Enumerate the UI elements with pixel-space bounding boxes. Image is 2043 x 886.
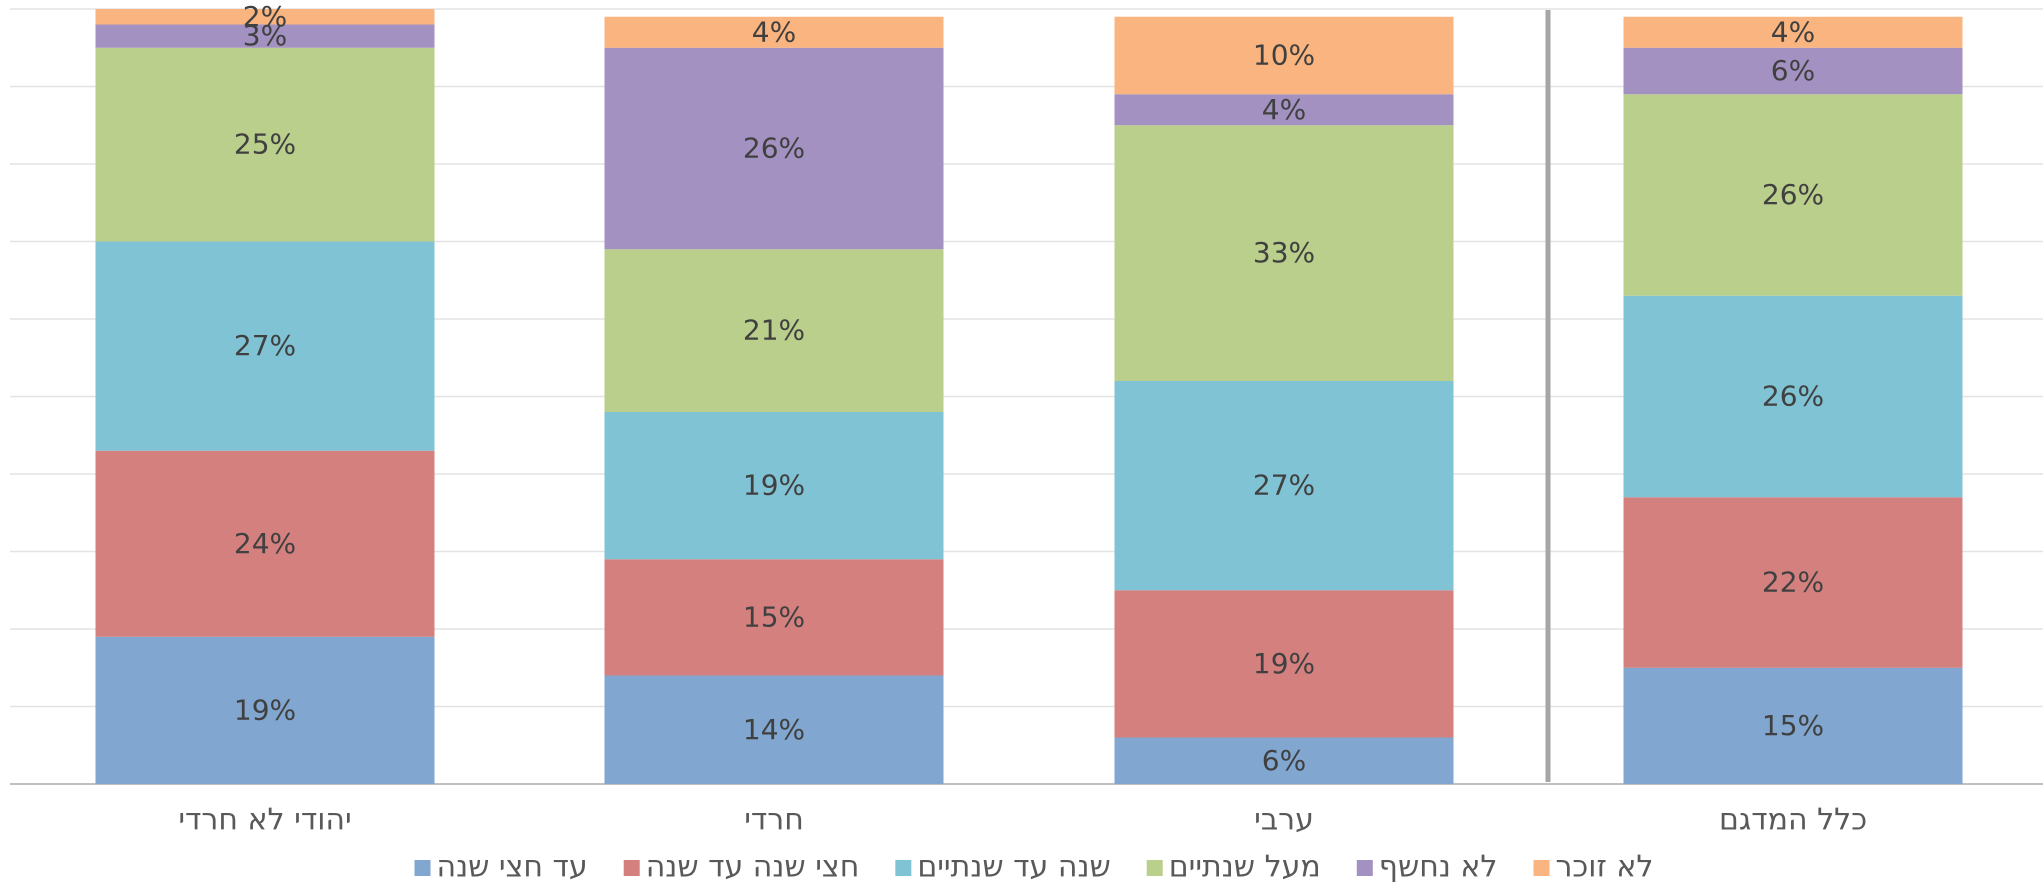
data-label: 27% (1253, 469, 1315, 502)
labels: 19% 24% 27% 25% 3%2% יהודי לא חרדי 14% 15% 19% 21… (178, 0, 1867, 838)
bar-segment (95, 241, 435, 451)
bar-segment (1114, 590, 1454, 738)
x-tick-label: ערבי (1254, 803, 1314, 838)
legend-swatch (1356, 860, 1373, 876)
data-label: 6% (1771, 54, 1815, 87)
legend-swatch (1533, 860, 1550, 876)
data-label: 4% (1771, 15, 1815, 48)
bars (95, 9, 1963, 784)
legend-label: שנה עד שנתיים (917, 850, 1110, 883)
data-label: 27% (234, 329, 296, 362)
data-label: 26% (743, 132, 805, 165)
data-label: 19% (1253, 647, 1315, 680)
data-label: 4% (1262, 93, 1306, 126)
legend-swatch (414, 860, 431, 876)
bar-segment (1114, 125, 1454, 381)
data-label: 19% (234, 693, 296, 726)
data-label: 3% (243, 19, 287, 52)
bar-segment (95, 636, 435, 784)
bar-segment (604, 559, 944, 676)
bar-segment (95, 24, 435, 48)
bar-segment (1114, 16, 1454, 95)
data-label: 6% (1262, 744, 1306, 777)
data-label: 21% (743, 314, 805, 347)
data-label: 24% (234, 527, 296, 560)
bar-segment (1623, 295, 1963, 498)
bar-segment (1623, 47, 1963, 95)
x-tick-label: חרדי (744, 803, 804, 838)
data-label: 14% (743, 713, 805, 746)
data-label: 22% (1762, 566, 1824, 599)
bar-segment (1623, 667, 1963, 784)
bar-segment (1623, 497, 1963, 668)
bar-segment (95, 9, 435, 25)
bar-segment (604, 675, 944, 784)
data-label: 10% (1253, 39, 1315, 72)
data-label: 4% (752, 15, 796, 48)
legend-swatch (1146, 860, 1163, 876)
legend-label: חצי שנה עד שנה (646, 850, 860, 883)
legend-label: עד חצי שנה (437, 850, 588, 883)
bar-segment (1114, 94, 1454, 126)
data-label: 26% (1762, 380, 1824, 413)
bar-segment (95, 450, 435, 637)
bar-segment (95, 47, 435, 242)
bar-segment (604, 16, 944, 48)
legend-swatch (623, 860, 640, 876)
bar-segment (1623, 16, 1963, 48)
data-label: 33% (1253, 236, 1315, 269)
data-label: 2% (243, 0, 287, 33)
data-label: 15% (743, 600, 805, 633)
data-label: 26% (1762, 178, 1824, 211)
legend-label: לא נחשף (1379, 850, 1498, 883)
x-tick-label: יהודי לא חרדי (178, 803, 351, 838)
bar-segment (604, 249, 944, 412)
legend-label: מעל שנתיים (1169, 850, 1321, 883)
bar-segment (1623, 94, 1963, 296)
legend: עד חצי שנה חצי שנה עד שנה שנה עד שנתיים מעל… (414, 850, 1653, 885)
data-label: 19% (743, 469, 805, 502)
bar-segment (1114, 381, 1454, 591)
legend-label: לא זוכר (1555, 850, 1653, 883)
data-label: 25% (234, 128, 296, 161)
bar-segment (604, 412, 944, 560)
legend-swatch (895, 860, 912, 876)
bar-segment (604, 47, 944, 250)
data-label: 15% (1762, 709, 1824, 742)
bar-segment (1114, 737, 1454, 784)
x-tick-label: כלל המדגם (1719, 803, 1867, 838)
